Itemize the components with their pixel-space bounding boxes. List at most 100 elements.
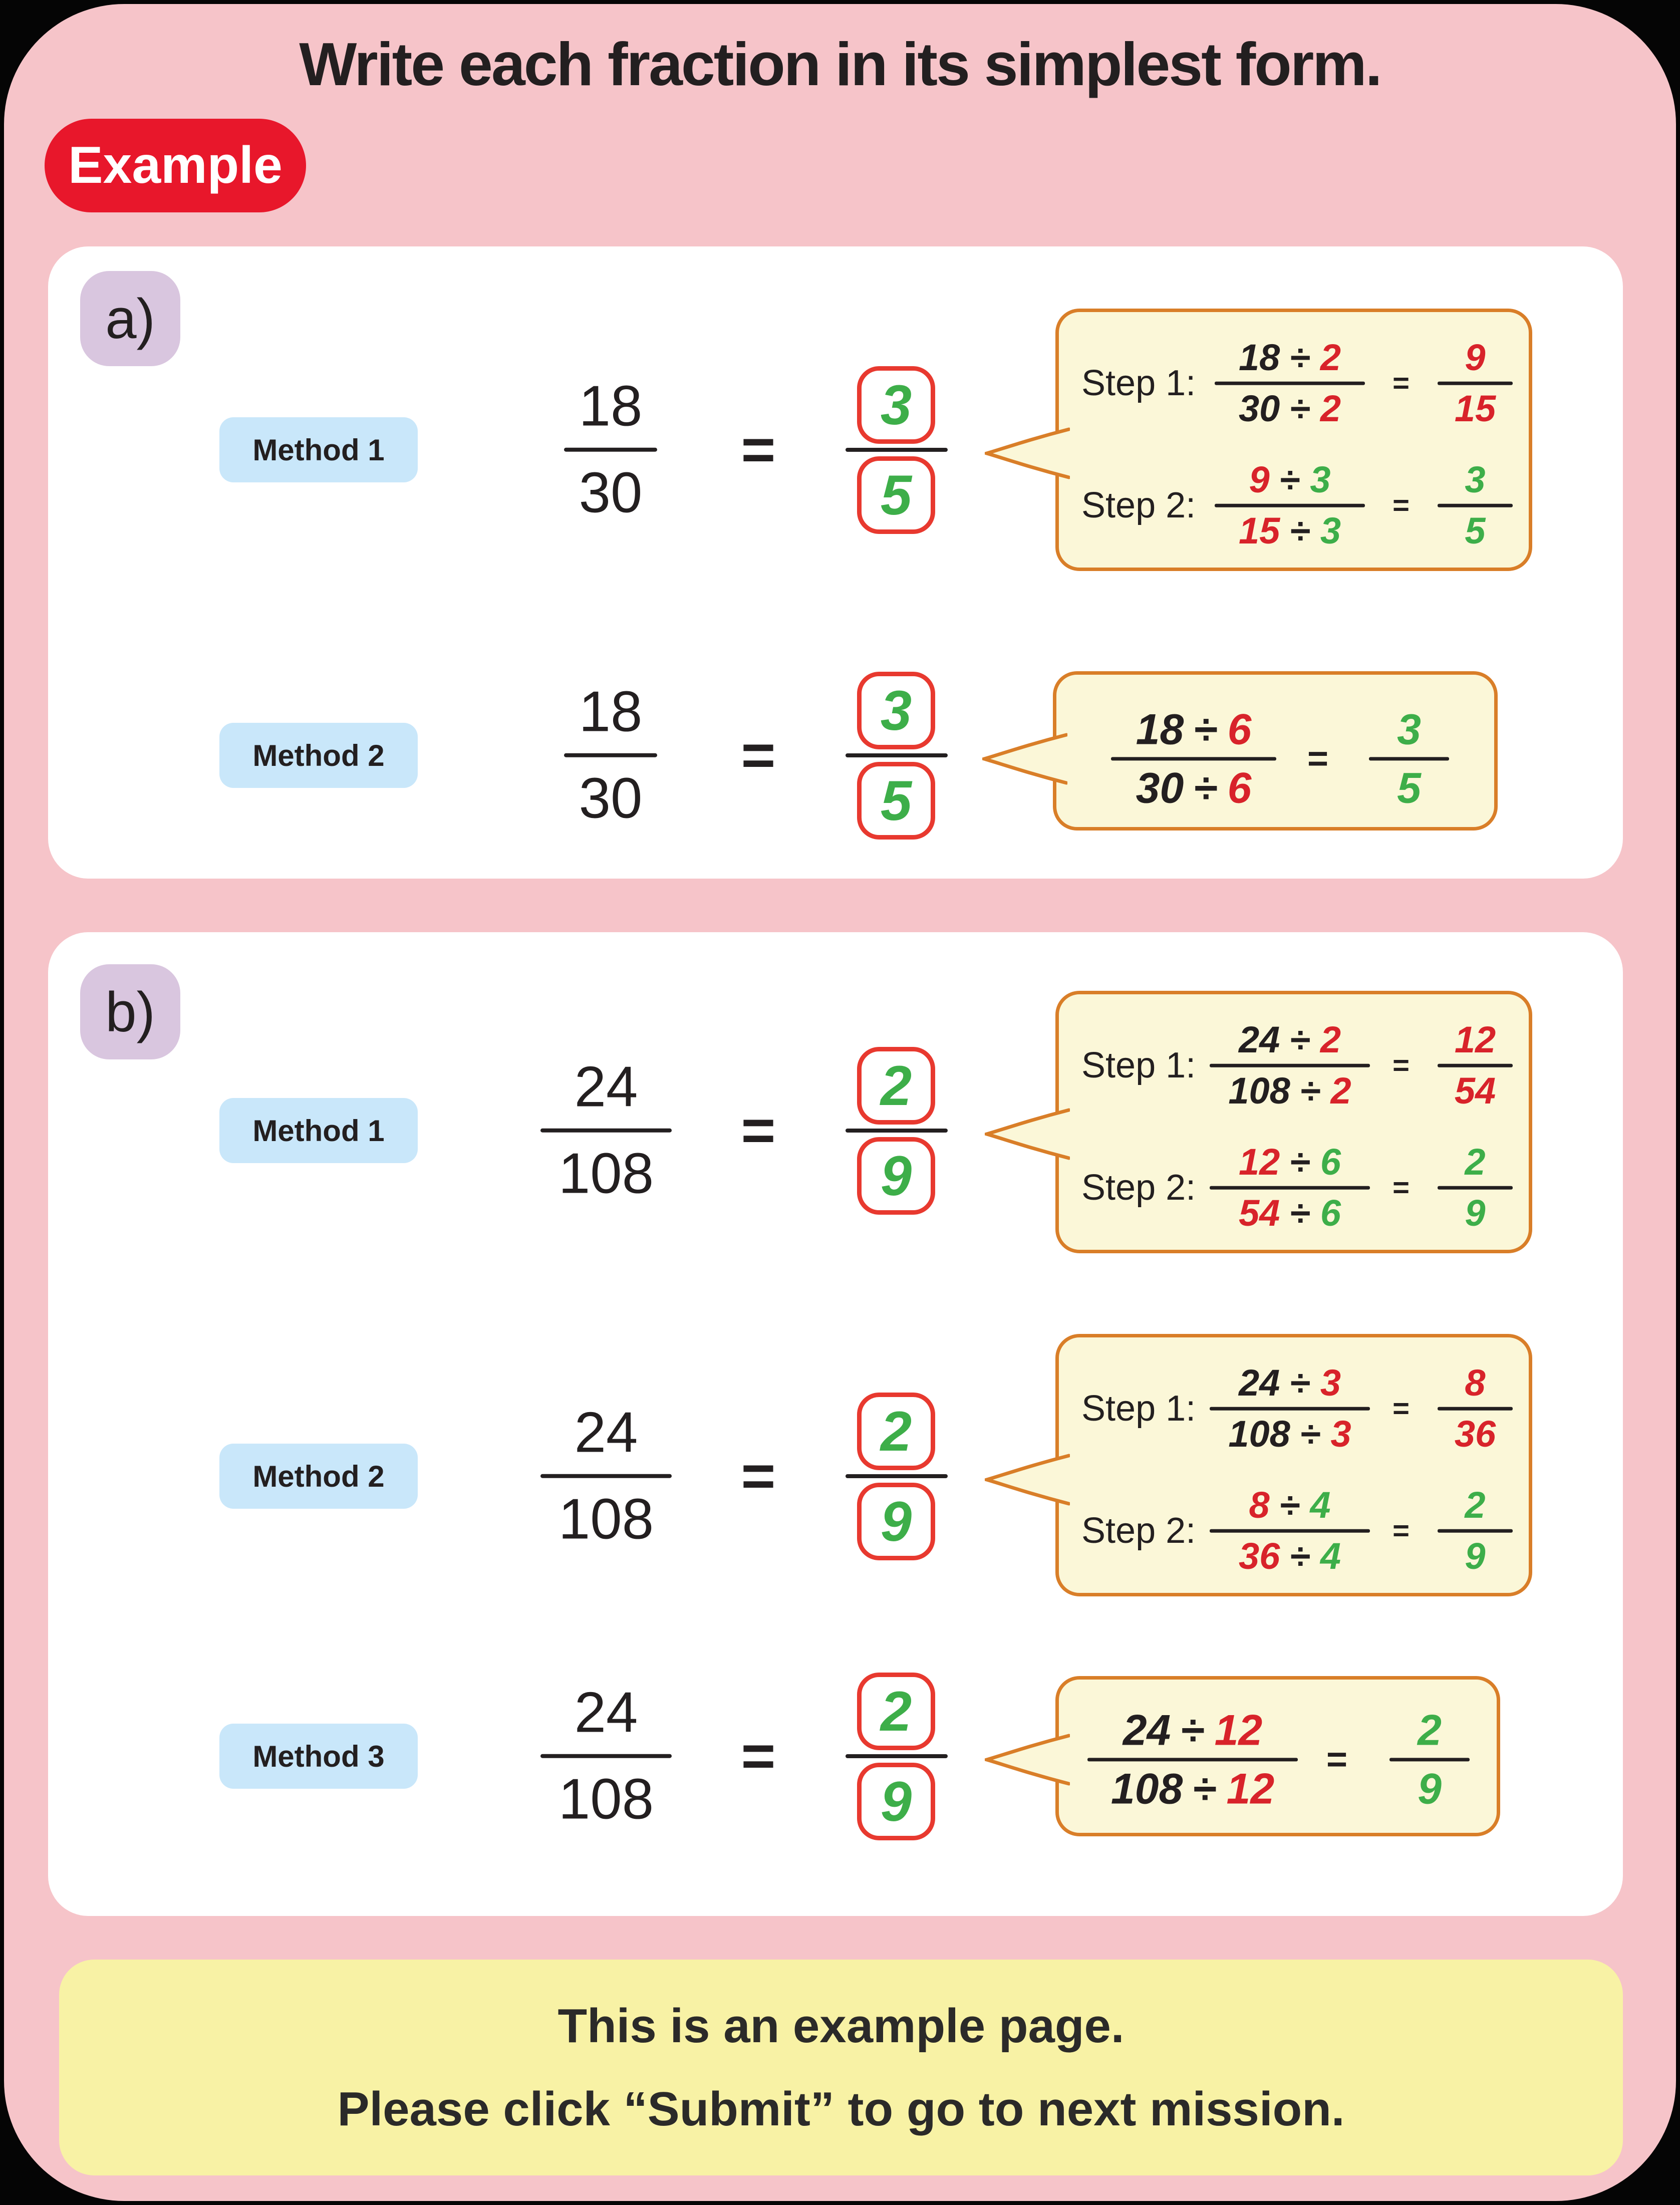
step-label: Step 2: [1081, 1511, 1196, 1551]
result-numerator: 3 [1465, 458, 1486, 500]
section-label-b: b) [80, 964, 180, 1059]
explanation-bubble: Step 1: 24 ÷ 3 108 ÷ 3 = 8 [985, 1334, 1532, 1596]
fraction-bar [540, 1754, 672, 1758]
answer-denominator-box: 9 [857, 1763, 935, 1840]
step-equals: = [1326, 1740, 1348, 1780]
step-fraction-bar [1087, 1758, 1298, 1762]
step-fraction: 8 ÷ 4 36 ÷ 4 [1210, 1482, 1370, 1580]
equals-sign: = [741, 1443, 776, 1509]
step-divisor: 2 [1320, 1018, 1341, 1060]
step-divisor: 12 [1226, 1765, 1275, 1813]
step-divisor: 6 [1320, 1192, 1341, 1234]
answer-numerator-box: 3 [857, 672, 935, 749]
step-denominator: 108 [1110, 1765, 1183, 1813]
step-equals: = [1392, 1514, 1410, 1547]
equals-sign: = [741, 1097, 776, 1164]
step-denominator: 108 [1228, 1069, 1290, 1112]
section-label-a: a) [80, 271, 180, 366]
result-denominator: 36 [1454, 1413, 1496, 1455]
result-denominator: 54 [1454, 1069, 1496, 1112]
divide-sign: ÷ [1290, 387, 1310, 429]
step-divisor: 3 [1320, 1361, 1341, 1404]
answer-denominator-box: 9 [857, 1483, 935, 1560]
answer-denominator: 5 [880, 769, 912, 832]
method-1-badge: Method 1 [219, 417, 418, 482]
step-equals: = [1392, 1392, 1410, 1425]
bubble-tail-icon [982, 733, 1067, 785]
given-fraction: 24 108 [526, 1046, 686, 1216]
fraction-bar [564, 753, 657, 757]
answer-denominator-box: 5 [857, 456, 935, 534]
result-fraction-bar [1438, 503, 1513, 507]
step-result: 2 9 [1389, 1703, 1470, 1816]
fraction-denominator: 108 [558, 1768, 654, 1831]
step-divisor: 2 [1330, 1069, 1351, 1112]
divide-sign: ÷ [1290, 1192, 1310, 1234]
given-fraction: 18 30 [530, 365, 691, 535]
fraction-denominator: 108 [558, 1142, 654, 1206]
divide-sign: ÷ [1279, 1484, 1300, 1526]
answer-denominator-box: 5 [857, 762, 935, 840]
step-result: 3 5 [1369, 702, 1449, 815]
given-fraction: 24 108 [526, 1672, 686, 1841]
step-result: 12 54 [1438, 1016, 1513, 1115]
answer-numerator-box: 2 [857, 1047, 935, 1125]
fraction-bar [564, 448, 657, 452]
answer-numerator-box: 2 [857, 1393, 935, 1470]
step-label: Step 1: [1081, 363, 1196, 403]
answer-denominator: 9 [880, 1490, 912, 1553]
divide-sign: ÷ [1279, 458, 1300, 500]
result-denominator: 5 [1465, 509, 1486, 552]
step-numerator: 24 [1123, 1706, 1171, 1755]
answer-numerator: 2 [880, 1680, 912, 1743]
fraction-numerator: 24 [574, 1681, 638, 1745]
step-fraction: 24 ÷ 2 108 ÷ 2 [1210, 1016, 1370, 1115]
fraction-bar [540, 1129, 672, 1133]
step-denominator: 15 [1238, 509, 1280, 552]
result-fraction-bar [1438, 1186, 1513, 1190]
step-fraction-bar [1210, 1063, 1370, 1067]
step-numerator: 18 [1238, 336, 1280, 378]
given-fraction: 18 30 [530, 671, 691, 841]
result-numerator: 2 [1418, 1706, 1442, 1755]
result-fraction-bar [1438, 1529, 1513, 1533]
step-fraction: 18 ÷ 2 30 ÷ 2 [1215, 334, 1365, 432]
answer-fraction-bar [846, 1474, 948, 1478]
given-fraction: 24 108 [526, 1392, 686, 1561]
step-divisor: 3 [1330, 1413, 1351, 1455]
fraction-numerator: 24 [574, 1055, 638, 1119]
answer-fraction-bar [846, 1129, 948, 1133]
fraction-numerator: 18 [579, 374, 643, 438]
answer-numerator-box: 3 [857, 366, 935, 444]
step-fraction: 24 ÷ 12 108 ÷ 12 [1087, 1703, 1298, 1816]
bubble-tail-icon [985, 427, 1070, 479]
result-fraction-bar [1389, 1758, 1470, 1762]
divide-sign: ÷ [1193, 1765, 1217, 1813]
method-2-badge: Method 2 [219, 723, 418, 788]
step-numerator: 24 [1238, 1361, 1280, 1404]
step-fraction: 18 ÷ 6 30 ÷ 6 [1111, 702, 1276, 815]
fraction-numerator: 18 [579, 680, 643, 744]
method-1-badge: Method 1 [219, 1098, 418, 1163]
fraction-denominator: 30 [579, 461, 643, 525]
example-badge: Example [45, 119, 306, 212]
answer-numerator: 3 [880, 679, 912, 742]
step-equals: = [1392, 1171, 1410, 1204]
divide-sign: ÷ [1290, 1141, 1310, 1183]
step-fraction-bar [1210, 1186, 1370, 1190]
step-fraction-bar [1111, 757, 1276, 761]
step-label: Step 2: [1081, 485, 1196, 525]
result-numerator: 9 [1465, 336, 1486, 378]
step-denominator: 30 [1238, 387, 1280, 429]
section-a-card: a) Method 1 18 30 = 3 5 Step 1: 18 [48, 246, 1623, 879]
answer-denominator-box: 9 [857, 1137, 935, 1215]
result-fraction-bar [1438, 381, 1513, 385]
result-fraction-bar [1438, 1063, 1513, 1067]
method-2-badge: Method 2 [219, 1444, 418, 1509]
answer-denominator: 9 [880, 1145, 912, 1207]
step-divisor: 6 [1227, 764, 1252, 812]
answer-fraction-bar [846, 753, 948, 757]
bubble-tail-icon [985, 1454, 1070, 1506]
fraction-numerator: 24 [574, 1401, 638, 1465]
